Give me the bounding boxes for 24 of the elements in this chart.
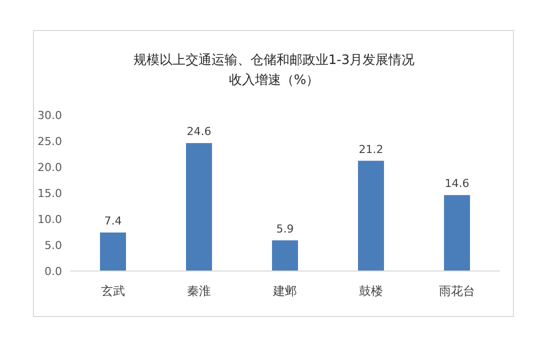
bar xyxy=(100,232,126,271)
data-label: 24.6 xyxy=(186,125,212,138)
data-label: 21.2 xyxy=(358,142,384,156)
chart-subtitle: 收入增速（%） xyxy=(228,73,320,88)
y-tick-label: 30.0 xyxy=(38,109,62,122)
x-tick-label: 雨花台 xyxy=(439,284,475,298)
bar xyxy=(358,160,384,271)
y-tick-label: 10.0 xyxy=(38,213,62,226)
chart-title: 规模以上交通运输、仓储和邮政业1-3月发展情况 xyxy=(133,52,415,68)
data-label: 7.4 xyxy=(104,214,122,228)
bar xyxy=(272,240,298,271)
x-tick-label: 秦淮 xyxy=(187,284,211,298)
data-label: 14.6 xyxy=(444,177,470,190)
x-tick-label: 玄武 xyxy=(101,284,125,298)
bar xyxy=(186,143,212,271)
y-tick-label: 15.0 xyxy=(38,187,62,200)
x-tick-label: 建邺 xyxy=(272,284,297,298)
data-label: 5.9 xyxy=(276,222,294,236)
y-tick-label: 20.0 xyxy=(38,161,62,174)
y-tick-label: 25.0 xyxy=(38,135,62,148)
y-tick-label: 5.0 xyxy=(44,239,62,252)
x-tick-label: 鼓楼 xyxy=(359,284,383,298)
y-tick-label: 0.0 xyxy=(44,265,62,278)
bar xyxy=(444,195,470,271)
